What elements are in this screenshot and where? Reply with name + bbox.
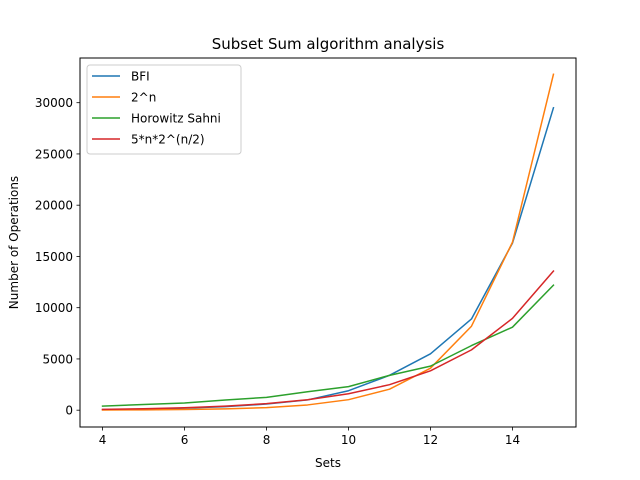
- x-tick-label: 14: [505, 433, 520, 447]
- chart-title: Subset Sum algorithm analysis: [212, 35, 445, 53]
- series-line-2: [101, 284, 555, 407]
- y-tick-label: 25000: [35, 147, 73, 161]
- legend-label-2: Horowitz Sahni: [131, 112, 221, 126]
- legend-label-0: BFI: [131, 70, 150, 84]
- y-tick-label: 10000: [35, 301, 73, 315]
- x-tick-label: 6: [181, 433, 189, 447]
- y-axis: 0 5000 10000 15000 20000 25000 30000: [35, 96, 80, 418]
- x-tick-label: 4: [99, 433, 107, 447]
- x-axis: 4 6 8 10 12 14: [99, 427, 520, 447]
- plot-area: [79, 57, 577, 428]
- y-axis-label: Number of Operations: [7, 176, 21, 309]
- x-axis-label: Sets: [315, 456, 341, 470]
- y-tick-label: 15000: [35, 250, 73, 264]
- y-tick-label: 30000: [35, 96, 73, 110]
- x-tick-label: 8: [263, 433, 271, 447]
- y-tick-label: 20000: [35, 199, 73, 213]
- series-line-1: [101, 73, 555, 411]
- legend-label-3: 5*n*2^(n/2): [131, 133, 205, 147]
- y-tick-label: 5000: [42, 352, 73, 366]
- legend: BFI 2^n Horowitz Sahni 5*n*2^(n/2): [86, 64, 242, 155]
- x-tick-label: 12: [423, 433, 438, 447]
- series-line-3: [101, 269, 555, 411]
- legend-box: [86, 64, 242, 155]
- legend-label-1: 2^n: [131, 91, 156, 105]
- series-lines: [101, 73, 555, 411]
- axes-frame: [79, 57, 577, 428]
- x-tick-label: 10: [341, 433, 356, 447]
- y-tick-label: 0: [65, 404, 73, 418]
